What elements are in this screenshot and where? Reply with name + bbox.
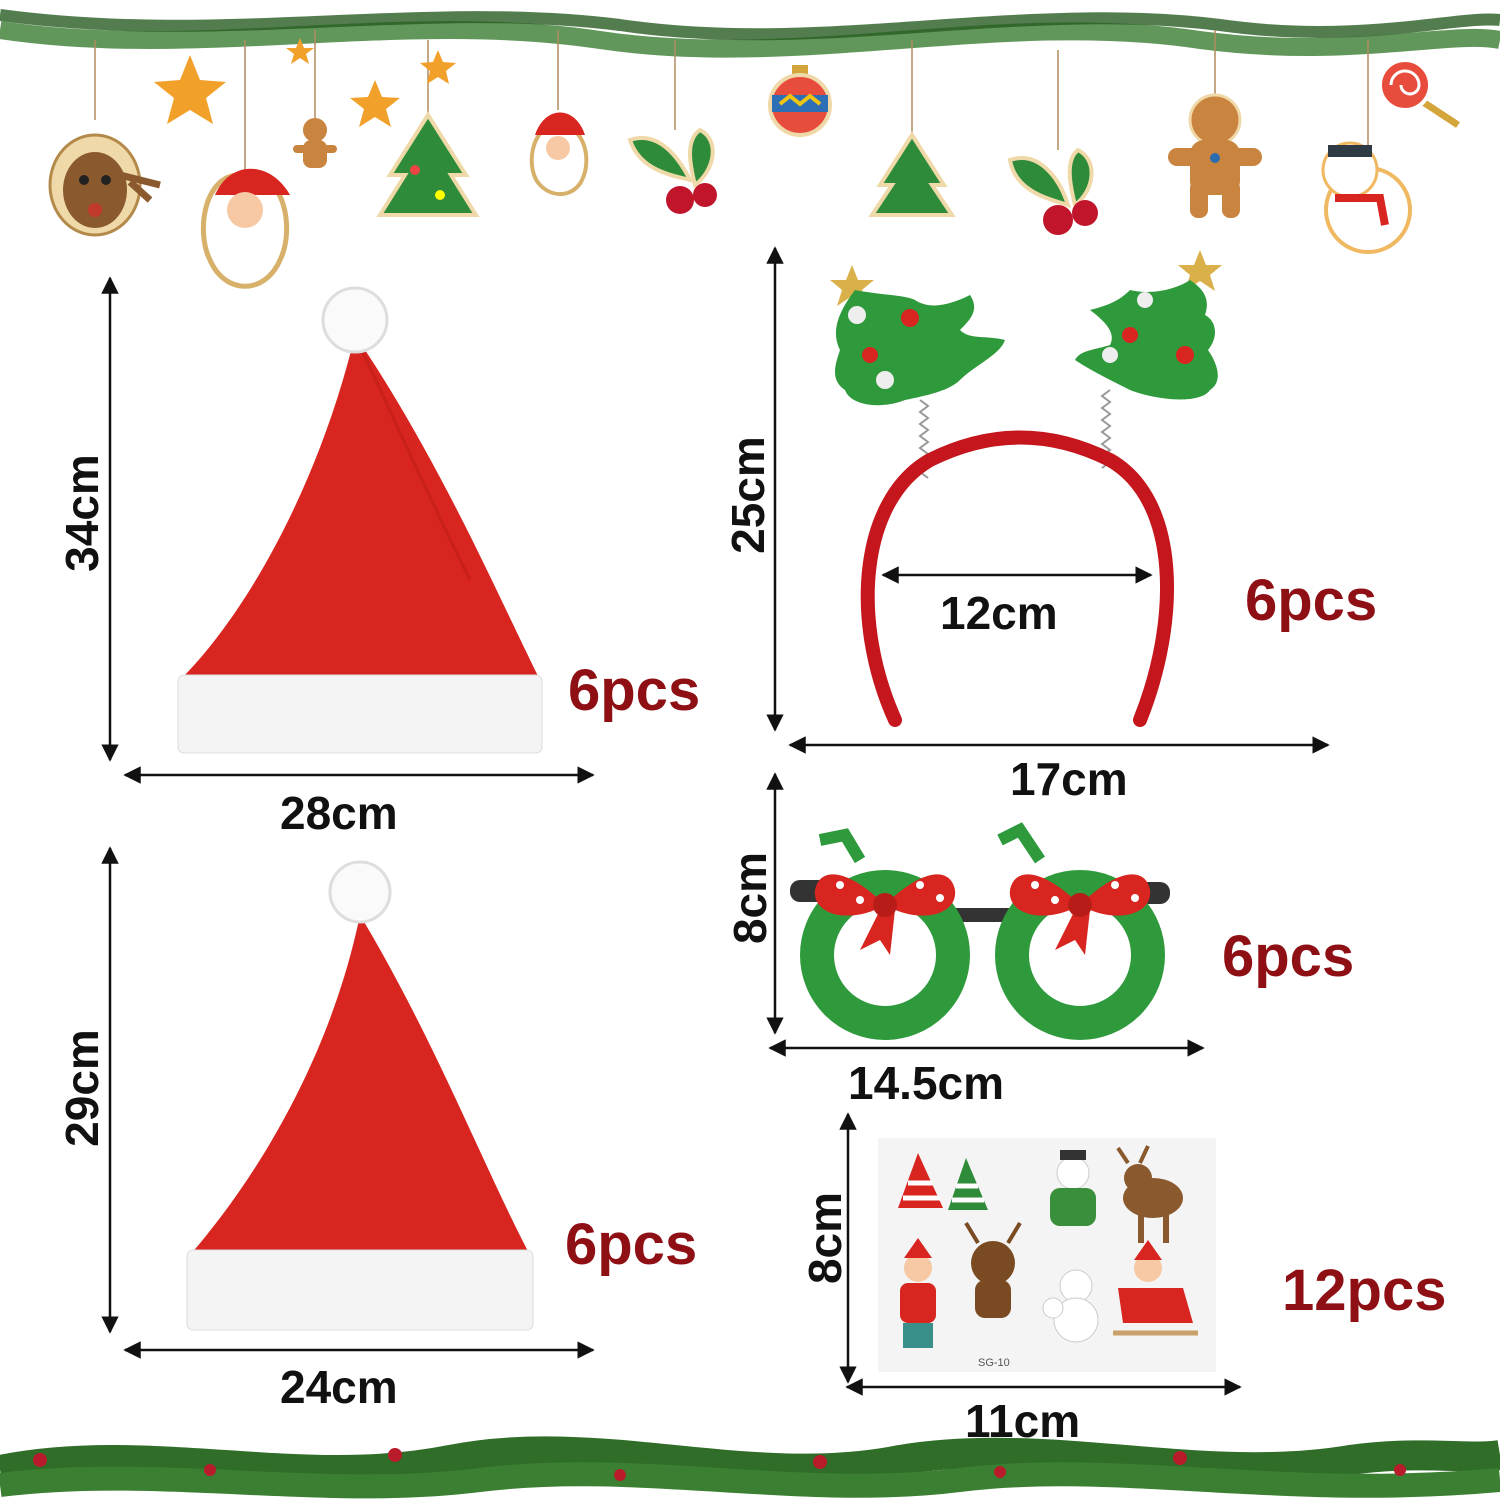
glasses-width-arrow: [768, 1039, 1205, 1057]
large-santa-hat: [170, 280, 550, 760]
gingerbread-icon: [293, 118, 337, 168]
small-hat-height-label: 29cm: [56, 1029, 108, 1147]
headband-band-width-arrow: [881, 566, 1153, 584]
wreath-glasses: [790, 820, 1180, 1040]
reindeer-sticker: [1116, 1145, 1183, 1243]
holly-icon: [1007, 147, 1098, 235]
santa-hat-icon: [177, 286, 543, 754]
top-garland: [0, 0, 1500, 300]
stickers-height-label: 8cm: [799, 1191, 851, 1285]
stickers-quantity: 12pcs: [1282, 1258, 1447, 1323]
large-hat-width-arrow: [123, 766, 595, 784]
snowman-sticker: [1050, 1150, 1096, 1226]
stickers-height-arrow: [839, 1112, 857, 1384]
gingerbread-icon: [1168, 93, 1262, 218]
pine-bough-top: [0, 9, 1500, 58]
stickers-width-arrow: [845, 1378, 1242, 1396]
headband-band-width-label: 12cm: [940, 587, 1058, 639]
party-hat-sticker: [898, 1153, 988, 1210]
holly-icon: [627, 127, 717, 214]
stickers-width-label: 11cm: [965, 1395, 1081, 1447]
snowman-icon: [1321, 141, 1412, 254]
tattoo-sticker-sheet-icon: SG-10: [898, 1145, 1198, 1369]
headband-height-arrow: [766, 246, 784, 732]
glasses-width-label: 14.5cm: [848, 1057, 1005, 1109]
snowman-sticker: [1042, 1269, 1099, 1343]
reindeer-icon: [48, 133, 161, 237]
tree-headband: [810, 240, 1230, 730]
lollipop-icon: [1378, 58, 1460, 128]
reindeer-sticker: [964, 1221, 1022, 1318]
glasses-height-arrow: [766, 772, 784, 1035]
wreath-glasses-icon: [790, 822, 1170, 1040]
large-hat-height-label: 34cm: [56, 454, 108, 572]
santa-icon: [201, 168, 290, 289]
tattoo-sticker-sheet: SG-10: [878, 1138, 1216, 1372]
sheet-code: SG-10: [978, 1357, 1010, 1369]
tree-headband-icon: [830, 250, 1222, 727]
large-hat-height-arrow: [101, 276, 119, 762]
headband-width-arrow: [788, 736, 1330, 754]
headband-height-label: 25cm: [722, 436, 774, 554]
small-hat-height-arrow: [101, 846, 119, 1334]
star-icon: [154, 38, 456, 127]
small-hat-quantity: 6pcs: [565, 1212, 698, 1277]
pine-garland: [0, 1436, 1500, 1499]
ornament-icon: [768, 65, 832, 137]
headband-width-label: 17cm: [1010, 753, 1128, 805]
santa-sleigh-sticker: [1113, 1240, 1198, 1336]
tree-icon: [868, 131, 956, 217]
bottom-garland: [0, 1400, 1500, 1500]
santa-icon: [529, 112, 589, 196]
large-hat-width-label: 28cm: [280, 787, 398, 839]
small-santa-hat: [185, 860, 535, 1340]
santa-sticker: [900, 1238, 936, 1348]
small-hat-width-arrow: [123, 1341, 595, 1359]
tree-icon: [376, 111, 480, 217]
small-hat-width-label: 24cm: [280, 1361, 398, 1413]
glasses-quantity: 6pcs: [1222, 924, 1355, 989]
headband-quantity: 6pcs: [1245, 568, 1378, 633]
santa-hat-icon: [186, 860, 534, 1331]
glasses-height-label: 8cm: [724, 851, 776, 945]
large-hat-quantity: 6pcs: [568, 658, 701, 723]
